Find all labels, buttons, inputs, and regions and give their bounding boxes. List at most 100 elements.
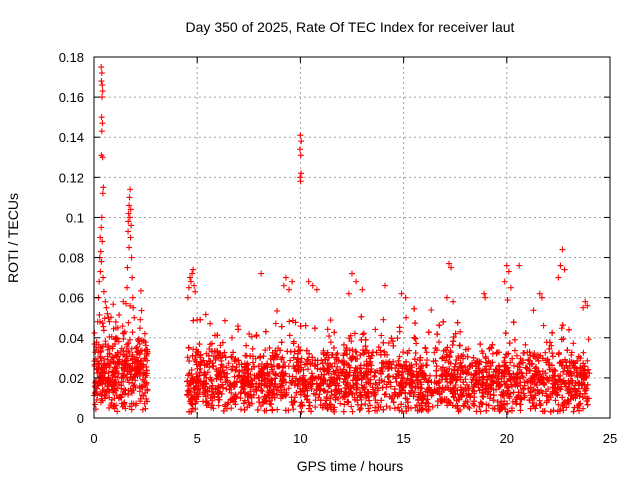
data-point [368, 362, 375, 369]
data-point [425, 377, 432, 384]
data-point [293, 389, 300, 396]
data-point [415, 393, 422, 400]
data-point [319, 360, 326, 367]
data-point [99, 388, 106, 395]
data-point [327, 401, 334, 408]
data-point [268, 394, 275, 401]
data-point [482, 353, 489, 360]
data-point [115, 379, 122, 386]
data-point [472, 359, 479, 366]
data-point [531, 376, 538, 383]
data-point [360, 330, 367, 337]
data-point [551, 372, 558, 379]
data-point [388, 335, 395, 342]
data-point [433, 363, 440, 370]
data-point [557, 262, 564, 269]
data-point [573, 369, 580, 376]
data-point [217, 342, 224, 349]
data-point [92, 384, 99, 391]
data-point [215, 402, 222, 409]
data-point [101, 360, 108, 367]
data-point [340, 341, 347, 348]
data-point [540, 380, 547, 387]
data-point [104, 346, 111, 353]
data-point [349, 270, 355, 277]
data-point [214, 347, 221, 354]
data-point [427, 389, 434, 396]
data-point [380, 316, 387, 323]
data-point [511, 347, 518, 354]
data-point [460, 355, 467, 362]
data-point [443, 294, 450, 301]
data-point [357, 352, 364, 359]
data-point [518, 370, 525, 377]
data-point [583, 398, 590, 405]
data-point [438, 372, 445, 379]
data-point [372, 326, 379, 333]
data-point [372, 369, 379, 376]
data-point [580, 405, 587, 412]
data-point [411, 334, 418, 341]
data-point [299, 402, 306, 409]
data-point [505, 371, 512, 378]
data-point [359, 331, 366, 338]
data-point [434, 387, 441, 394]
data-point [128, 406, 135, 413]
data-point [548, 342, 555, 349]
data-point [354, 384, 361, 391]
data-point [273, 351, 280, 358]
data-point [423, 349, 430, 356]
data-point [105, 314, 112, 321]
data-point [371, 372, 378, 379]
data-point [527, 389, 534, 396]
data-point [125, 391, 132, 398]
data-point [362, 343, 369, 350]
data-point [389, 338, 396, 345]
data-point [455, 396, 462, 403]
data-point [125, 218, 132, 225]
data-point [327, 339, 334, 346]
data-point [570, 340, 577, 347]
data-point [367, 355, 374, 362]
data-point [366, 380, 373, 387]
data-point [129, 329, 136, 336]
data-point [127, 234, 134, 241]
data-point [291, 382, 298, 389]
data-point [288, 394, 295, 401]
data-point [483, 366, 490, 373]
data-point [502, 330, 509, 337]
data-point [125, 319, 132, 326]
data-point [343, 345, 350, 352]
data-point [363, 368, 370, 375]
data-point [580, 304, 587, 311]
data-point [493, 350, 500, 357]
data-point [390, 399, 397, 406]
data-point [504, 387, 511, 394]
data-point [379, 384, 386, 391]
data-point [126, 244, 133, 251]
data-point [417, 379, 424, 386]
data-point [266, 344, 273, 351]
data-point [143, 352, 150, 359]
data-point [282, 407, 289, 414]
data-point [352, 380, 359, 387]
data-point [555, 401, 562, 408]
data-point [456, 342, 463, 349]
data-point [462, 364, 469, 371]
data-point [119, 323, 126, 330]
data-point [97, 345, 104, 352]
data-point [409, 384, 416, 391]
data-point [198, 358, 205, 365]
data-point [141, 330, 148, 337]
data-point [529, 394, 536, 401]
data-point [219, 381, 226, 388]
data-point [97, 399, 104, 406]
data-point [226, 382, 233, 389]
data-point [534, 354, 541, 361]
data-point [364, 389, 371, 396]
data-point [422, 344, 429, 351]
data-point [241, 397, 248, 404]
data-point [209, 391, 216, 398]
data-point [96, 361, 103, 368]
data-point [549, 329, 556, 336]
